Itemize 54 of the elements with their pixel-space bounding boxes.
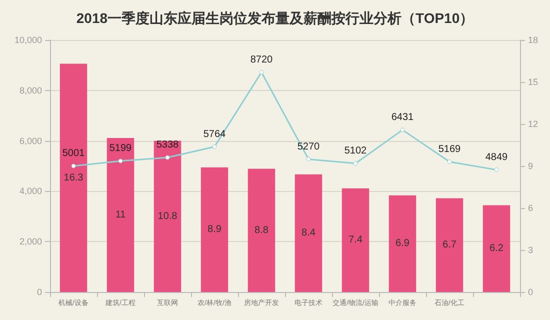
bar: [388, 195, 416, 292]
data-label: 5764: [203, 128, 226, 140]
data-label: 7.4: [348, 234, 363, 246]
data-label: 6.2: [490, 243, 504, 254]
data-label: 5001: [62, 148, 86, 160]
data-label: 8.9: [208, 224, 222, 236]
point: [165, 155, 170, 160]
data-label: 10.8: [158, 210, 178, 222]
bar: [60, 64, 88, 292]
data-label: 5338: [156, 140, 180, 151]
data-label: 16.3: [64, 172, 84, 184]
chart-title: 2018一季度山东应届生岗位发布量及薪酬按行业分析（TOP10）: [76, 10, 474, 26]
bar: [106, 138, 134, 292]
point: [71, 164, 76, 168]
point: [259, 70, 264, 75]
y2-tick-label: 9: [528, 161, 534, 171]
data-label: 6.9: [396, 238, 410, 250]
data-label: 5270: [297, 141, 320, 152]
y-tick-label: 2,000: [19, 236, 42, 247]
bar: [342, 188, 370, 292]
bar: [294, 174, 322, 292]
data-label: 8.4: [302, 228, 316, 239]
point: [353, 161, 358, 166]
y2-tick-label: 15: [528, 77, 538, 87]
data-label: 8720: [250, 54, 274, 66]
y-tick-label: 10,000: [14, 35, 42, 45]
bar: [154, 140, 182, 292]
data-label: 4849: [485, 152, 508, 164]
data-label: 11: [115, 210, 126, 220]
point: [447, 159, 452, 164]
data-label: 5199: [109, 143, 132, 154]
data-label: 8.8: [254, 224, 269, 236]
data-label: 6.7: [442, 240, 457, 251]
y2-tick-label: 18: [528, 35, 538, 45]
y2-tick-label: 0: [528, 287, 534, 297]
y-tick-label: 6,000: [19, 136, 42, 146]
y2-tick-label: 3: [528, 245, 534, 255]
bar: [248, 168, 276, 292]
point: [306, 156, 311, 162]
data-label: 5102: [344, 146, 368, 157]
y-tick-label: 4,000: [19, 186, 42, 196]
bar: [436, 198, 464, 292]
point: [118, 158, 123, 164]
y-tick-label: 8,000: [19, 85, 42, 96]
y2-tick-label: 6: [528, 203, 534, 213]
data-label: 5169: [438, 144, 462, 155]
y-tick-label: 0: [36, 287, 42, 297]
point: [212, 144, 217, 149]
point: [494, 168, 499, 172]
bar: [482, 205, 510, 292]
bar: [200, 167, 228, 292]
y2-tick-label: 12: [528, 119, 538, 129]
data-label: 6431: [391, 112, 414, 124]
point: [400, 128, 405, 132]
